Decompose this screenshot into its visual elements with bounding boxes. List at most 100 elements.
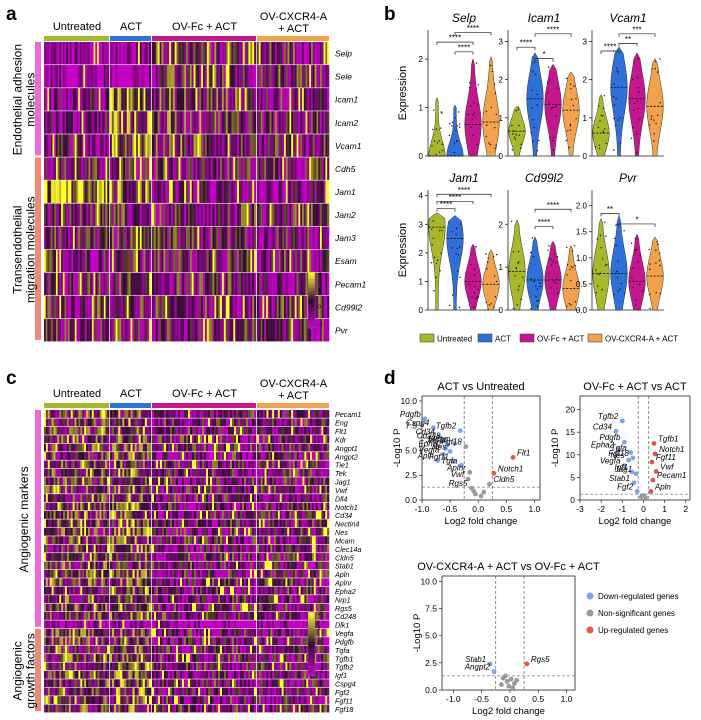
violin-dot bbox=[467, 113, 469, 116]
volcano-point bbox=[444, 442, 450, 447]
violin-tick-label: 3 bbox=[499, 37, 504, 46]
violin-shape bbox=[592, 94, 610, 157]
heatmap-c-gene-label: Angpt1 bbox=[334, 444, 358, 453]
violin-dot bbox=[573, 85, 575, 87]
violin-dot bbox=[613, 149, 615, 151]
volcano-point-label: Cd248 bbox=[417, 432, 441, 441]
violin-dot bbox=[657, 114, 659, 117]
violin-dot bbox=[613, 95, 615, 98]
violin-dot bbox=[653, 140, 655, 142]
volcano-point bbox=[506, 683, 512, 689]
violin-shape bbox=[646, 58, 664, 157]
violin-dot bbox=[513, 136, 516, 139]
violin-dot bbox=[441, 112, 443, 114]
violin-dot bbox=[653, 119, 655, 121]
violin-dot bbox=[430, 262, 433, 264]
violin-dot bbox=[485, 253, 487, 255]
violin-dot bbox=[476, 296, 479, 299]
heatmap-c-gene-label: Pecam1 bbox=[335, 410, 361, 419]
violin-dot bbox=[494, 127, 496, 129]
violin-dot bbox=[433, 140, 436, 142]
violin-dot bbox=[536, 104, 538, 106]
significance-bracket bbox=[436, 208, 456, 212]
heatmap-c-group-label: Untreated bbox=[53, 388, 101, 400]
violin-dot bbox=[567, 130, 569, 132]
violin-dot bbox=[595, 291, 598, 294]
violin-dot bbox=[658, 259, 661, 262]
violin-dot bbox=[636, 76, 639, 79]
violin-dot bbox=[437, 259, 439, 261]
violin-dot bbox=[512, 133, 514, 135]
violin-shape bbox=[482, 56, 500, 157]
volcano-point-label: Igf1 bbox=[614, 463, 627, 472]
violin-dot bbox=[569, 125, 572, 127]
volcano-point bbox=[524, 661, 530, 667]
violin-dot bbox=[517, 262, 519, 264]
heatmap-c-side-block bbox=[35, 410, 41, 627]
significance-label: **** bbox=[440, 200, 452, 209]
violin-dot bbox=[569, 268, 571, 271]
violin-dot bbox=[555, 282, 557, 285]
heatmap-c-gene-label: Nrp1 bbox=[335, 595, 351, 604]
violin-dot bbox=[570, 88, 572, 90]
violin-dot bbox=[515, 110, 517, 112]
violin-dot bbox=[451, 231, 454, 233]
violin-dot bbox=[536, 300, 538, 302]
violin-dot bbox=[617, 260, 619, 262]
violin-dot bbox=[603, 95, 606, 97]
volcano-point-label: Tgfb2 bbox=[436, 422, 457, 431]
heatmap-c-gene-label: Tek bbox=[335, 469, 347, 478]
significance-bracket bbox=[534, 33, 572, 37]
violin-dot bbox=[530, 278, 532, 280]
violin-dot bbox=[617, 277, 619, 279]
violin-dot bbox=[494, 147, 496, 149]
volcano-y-tick-label: 5 bbox=[570, 472, 575, 482]
volcano-x-label: Log2 fold change bbox=[599, 516, 672, 527]
volcano-point bbox=[641, 493, 646, 498]
volcano-point bbox=[631, 480, 637, 486]
violin-dot bbox=[605, 142, 607, 145]
violin-dot bbox=[457, 125, 459, 127]
violin-tick-label: 1.5 bbox=[576, 228, 588, 237]
volcano-y-tick-label: 5.0 bbox=[405, 445, 417, 455]
volcano-y-tick-label: 0.0 bbox=[405, 495, 417, 505]
volcano-point bbox=[471, 488, 477, 494]
heatmap-c-gene-label: Igf1 bbox=[335, 671, 347, 680]
volcano-point-label: Stab1 bbox=[465, 655, 486, 664]
violin-dot bbox=[532, 71, 534, 73]
volcano-point bbox=[653, 469, 659, 474]
violin-dot bbox=[511, 220, 513, 223]
volcano-x-tick-label: 1.0 bbox=[528, 504, 540, 514]
volcano-point-label: Nes bbox=[610, 451, 624, 460]
heatmap-c-gene-label: Cspg4 bbox=[335, 680, 356, 689]
violin-dot bbox=[517, 250, 520, 253]
volcano-point-label: Aplnr bbox=[446, 463, 466, 472]
violin-dot bbox=[635, 299, 637, 301]
violin-dot bbox=[624, 292, 626, 294]
violin-dot bbox=[431, 228, 433, 230]
volcano-y-tick-label: 20 bbox=[566, 405, 576, 415]
violin-dot bbox=[602, 131, 604, 134]
volcano-x-tick-label: 1 bbox=[662, 504, 667, 514]
heatmap-c-gene-label: Epha2 bbox=[335, 587, 356, 596]
violin-dot bbox=[547, 66, 550, 68]
violin-title: Icam1 bbox=[528, 11, 561, 25]
violin-dot bbox=[475, 62, 478, 64]
violin-dot bbox=[659, 292, 662, 295]
volcano-x-tick-label: 1.0 bbox=[561, 694, 573, 704]
violin-dot bbox=[531, 89, 533, 92]
violin-dot bbox=[569, 124, 572, 126]
violin-dot bbox=[433, 109, 435, 111]
significance-bracket bbox=[618, 43, 638, 47]
heatmap-c-gene-label: Tgfb2 bbox=[335, 663, 353, 672]
volcano-y-label: -Log10 P bbox=[550, 429, 561, 468]
significance-bracket bbox=[454, 51, 474, 55]
heatmap-c-gene-label: Dlk1 bbox=[335, 621, 349, 630]
volcano-legend: Down-regulated genes Non-significant gene… bbox=[586, 592, 679, 635]
violin-dot bbox=[649, 268, 651, 270]
violin-dot bbox=[632, 287, 634, 289]
violin-dot bbox=[530, 251, 532, 254]
volcano-y-tick-label: 2.5 bbox=[405, 470, 417, 480]
